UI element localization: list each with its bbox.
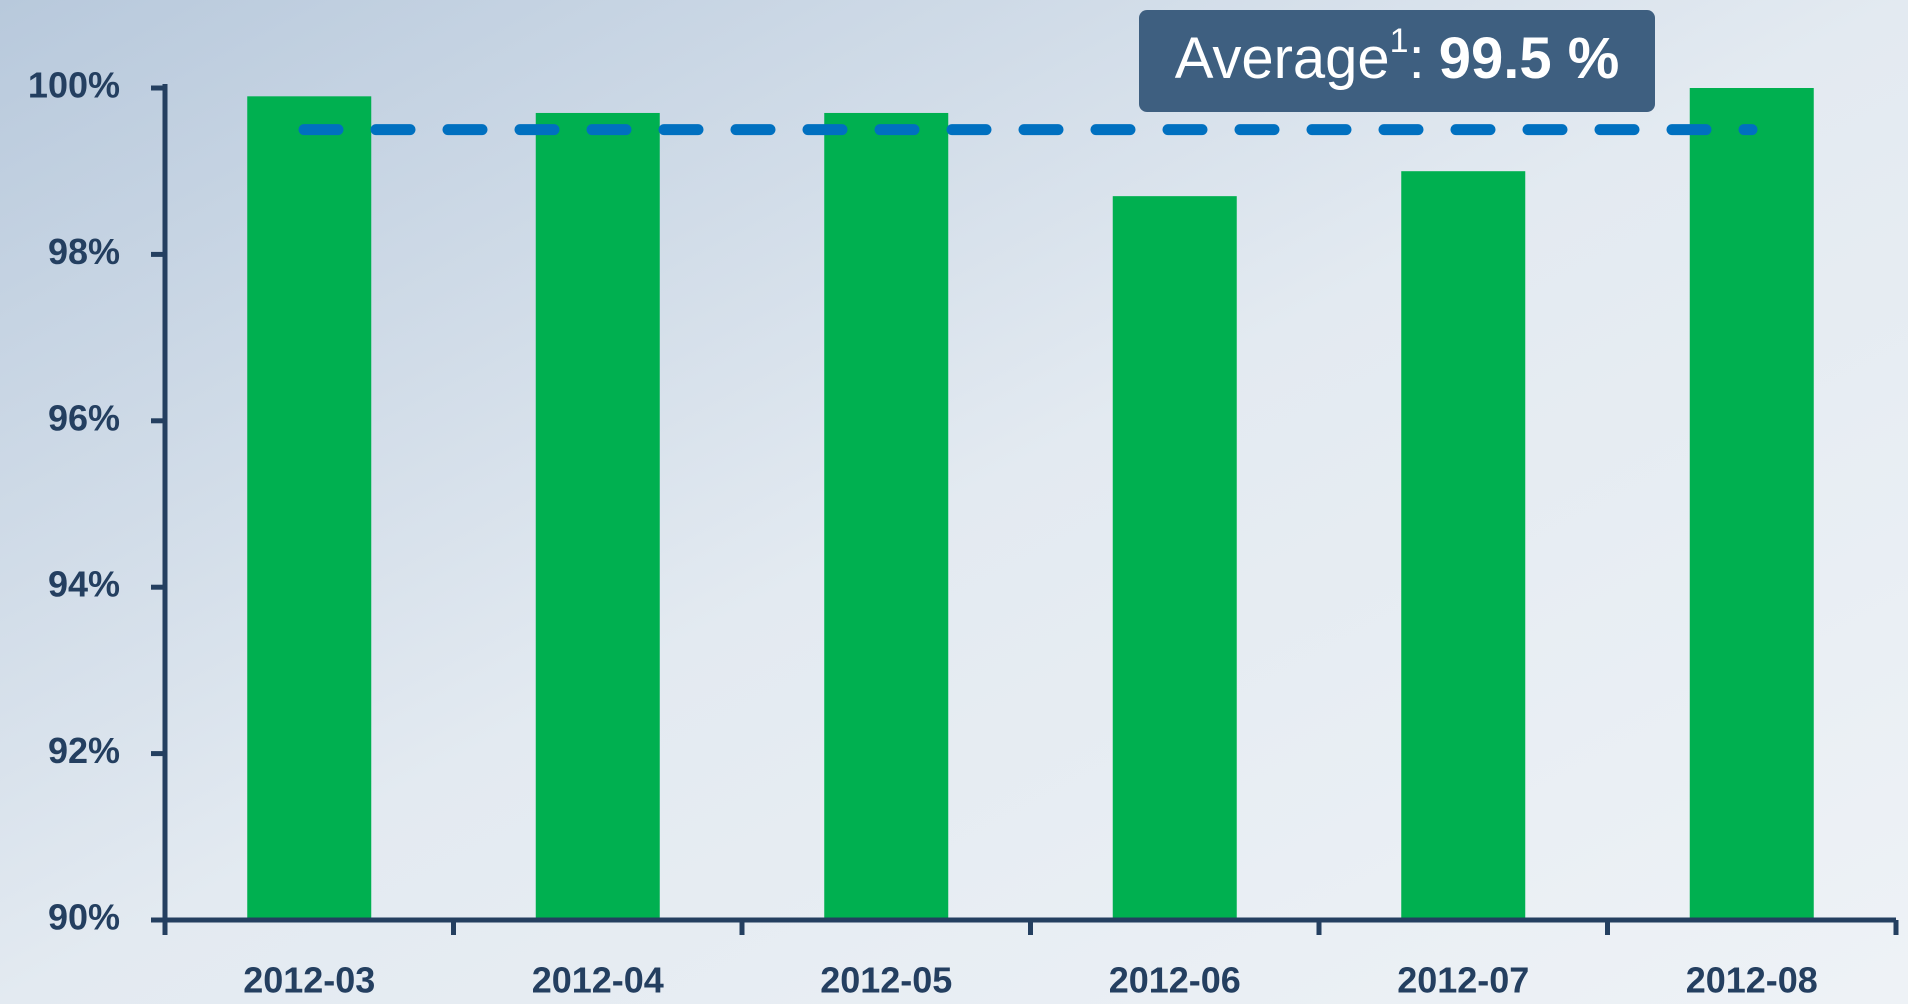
x-tick-label: 2012-06 — [1109, 960, 1241, 1001]
average-superscript: 1 — [1390, 22, 1409, 60]
y-tick-label: 94% — [48, 564, 120, 605]
average-separator: : — [1409, 26, 1425, 91]
x-tick-label: 2012-07 — [1397, 960, 1529, 1001]
y-tick-label: 96% — [48, 397, 120, 438]
bar — [1690, 88, 1814, 920]
average-label: Average — [1175, 26, 1390, 91]
y-tick-label: 90% — [48, 897, 120, 938]
bar — [824, 113, 948, 920]
bar — [1113, 196, 1237, 920]
chart: Average1:99.5 % 2012-03 2012-04 2012-05 201… — [0, 0, 1908, 1004]
x-tick-label: 2012-08 — [1686, 960, 1818, 1001]
bar — [536, 113, 660, 920]
x-tick-label: 2012-05 — [820, 960, 952, 1001]
y-tick-label: 100% — [28, 65, 120, 106]
x-tick-label: 2012-04 — [532, 960, 664, 1001]
bar — [247, 96, 371, 920]
bar — [1401, 171, 1525, 920]
average-value: 99.5 % — [1439, 26, 1620, 91]
y-tick-label: 98% — [48, 231, 120, 272]
y-tick-label: 92% — [48, 730, 120, 771]
x-tick-label: 2012-03 — [243, 960, 375, 1001]
